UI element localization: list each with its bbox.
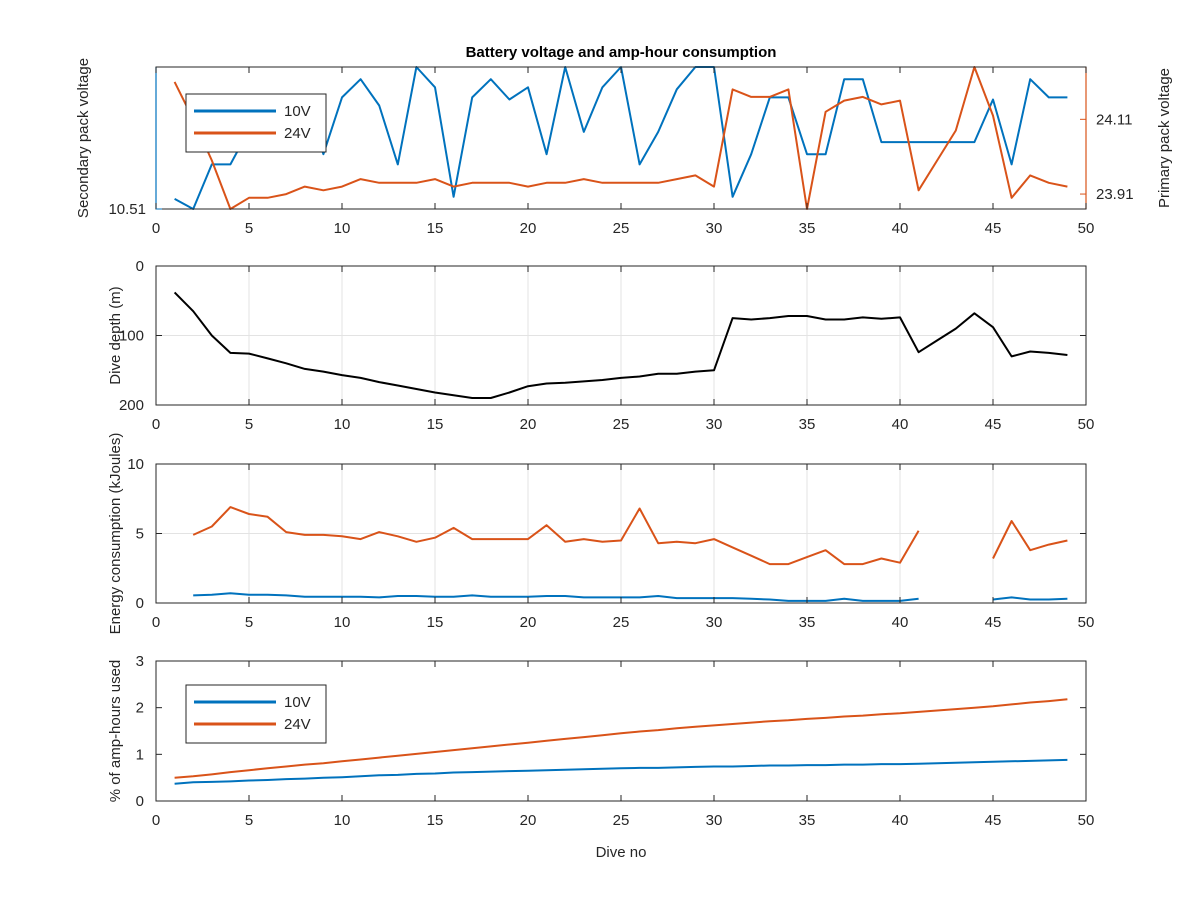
y-tick-label: 1 xyxy=(136,746,144,763)
y-tick-label: 100 xyxy=(119,328,144,345)
legend-box xyxy=(185,93,327,153)
series-line-10V xyxy=(174,758,1068,785)
x-tick-label: 15 xyxy=(427,812,444,829)
x-tick-label: 25 xyxy=(613,220,630,237)
x-tick-label: 25 xyxy=(613,416,630,433)
y-right-axis-label: Primary pack voltage xyxy=(1156,68,1173,208)
x-tick-label: 20 xyxy=(520,812,537,829)
x-tick-label: 10 xyxy=(334,220,351,237)
series-line-24V xyxy=(174,698,1068,779)
x-tick-label: 45 xyxy=(985,220,1002,237)
x-tick-label: 30 xyxy=(706,614,723,631)
x-tick-label: 15 xyxy=(427,220,444,237)
x-tick-label: 10 xyxy=(334,812,351,829)
y-tick-label: 5 xyxy=(136,526,144,543)
x-tick-label: 30 xyxy=(706,416,723,433)
x-tick-label: 20 xyxy=(520,220,537,237)
y-tick-label: 10 xyxy=(127,456,144,473)
y-tick-label: 0 xyxy=(136,595,144,612)
x-tick-label: 50 xyxy=(1078,614,1095,631)
depth-subplot: 0 5 10 15 20 25 30 35 40 45 50 0 100 200 Dive depth (m… xyxy=(107,258,1094,433)
y-right-tick-label: 24.11 xyxy=(1096,111,1132,128)
legend-box xyxy=(185,684,327,744)
x-tick-label: 10 xyxy=(334,416,351,433)
legend-label-24V: 24V xyxy=(284,125,311,142)
x-tick-label: 35 xyxy=(799,812,816,829)
series-line-0 xyxy=(173,291,1068,399)
y-tick-label: 0 xyxy=(136,258,144,275)
x-tick-label: 5 xyxy=(245,416,253,433)
x-tick-label: 50 xyxy=(1078,220,1095,237)
x-tick-label: 15 xyxy=(427,416,444,433)
legend-label-10V: 10V xyxy=(284,103,311,120)
x-tick-label: 5 xyxy=(245,614,253,631)
legend-label-24V: 24V xyxy=(284,716,311,733)
x-tick-label: 25 xyxy=(613,614,630,631)
x-tick-label: 35 xyxy=(799,614,816,631)
x-tick-label: 25 xyxy=(613,812,630,829)
x-tick-label: 50 xyxy=(1078,416,1095,433)
x-tick-label: 20 xyxy=(520,614,537,631)
legend-label-10V: 10V xyxy=(284,694,311,711)
y-axis-label: % of amp-hours used xyxy=(107,660,124,803)
x-tick-label: 0 xyxy=(152,614,160,631)
y-tick-label: 3 xyxy=(136,653,144,670)
y-tick-label: 200 xyxy=(119,397,144,414)
y-tick-label: 2 xyxy=(136,700,144,717)
x-tick-label: 35 xyxy=(799,220,816,237)
x-tick-label: 0 xyxy=(152,416,160,433)
x-tick-label: 40 xyxy=(892,416,909,433)
x-tick-label: 5 xyxy=(245,812,253,829)
x-tick-label: 40 xyxy=(892,614,909,631)
y-axis-label: Secondary pack voltage xyxy=(75,58,92,218)
x-axis-label: Dive no xyxy=(596,844,647,861)
x-tick-label: 15 xyxy=(427,614,444,631)
y-axis-label: Energy consumption (kJoules) xyxy=(107,433,124,635)
x-tick-label: 30 xyxy=(706,220,723,237)
x-tick-label: 0 xyxy=(152,812,160,829)
x-tick-label: 0 xyxy=(152,220,160,237)
series-line-24V xyxy=(173,66,1068,210)
x-tick-label: 50 xyxy=(1078,812,1095,829)
x-tick-label: 35 xyxy=(799,416,816,433)
x-tick-label: 10 xyxy=(334,614,351,631)
x-tick-label: 45 xyxy=(985,416,1002,433)
x-tick-label: 20 xyxy=(520,416,537,433)
x-tick-label: 40 xyxy=(892,812,909,829)
x-tick-label: 45 xyxy=(985,614,1002,631)
voltage-subplot: 0 5 10 15 20 25 30 35 40 45 50 10.51 23.91 24.11 Secon… xyxy=(75,58,1173,237)
y-axis-label: Dive depth (m) xyxy=(107,286,124,384)
chart-title: Battery voltage and amp-hour consumption xyxy=(466,44,777,61)
x-tick-label: 45 xyxy=(985,812,1002,829)
series-line-1 xyxy=(192,506,1068,566)
amp-hours-subplot: 0 5 10 15 20 25 30 35 40 45 50 0 1 2 3 % of amp-hours u… xyxy=(107,653,1094,829)
x-tick-label: 30 xyxy=(706,812,723,829)
series-line-0 xyxy=(193,592,1068,602)
y-tick-label: 10.51 xyxy=(108,201,146,218)
y-tick-label: 0 xyxy=(136,793,144,810)
y-right-tick-label: 23.91 xyxy=(1096,186,1134,203)
x-tick-label: 5 xyxy=(245,220,253,237)
x-tick-label: 40 xyxy=(892,220,909,237)
